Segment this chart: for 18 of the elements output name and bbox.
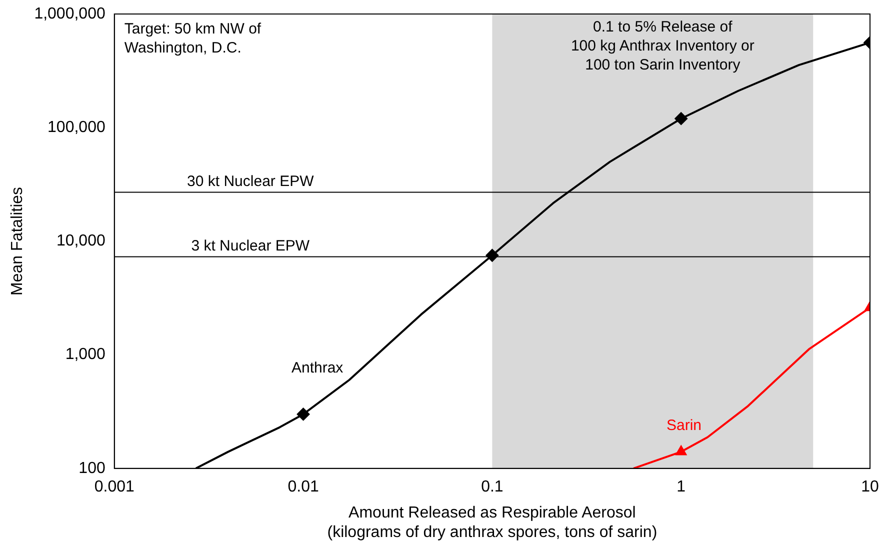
- y-tick-label: 1,000: [65, 346, 106, 364]
- y-axis-title: Mean Fatalities: [9, 186, 26, 296]
- y-tick-label: 100: [78, 460, 106, 477]
- series-label: Anthrax: [291, 360, 344, 377]
- x-tick-label: 0.001: [94, 478, 134, 496]
- y-tick-label: 1,000,000: [34, 5, 106, 22]
- ref-line-label: 30 kt Nuclear EPW: [187, 172, 315, 190]
- x-tick-label: 10: [861, 478, 879, 496]
- x-tick-label: 1: [676, 478, 686, 496]
- x-tick-label: 0.1: [481, 478, 504, 496]
- band-label: 0.1 to 5% Release of 100 kg Anthrax Inventory or 100 ton Sarin Inventory: [570, 18, 754, 74]
- ref-line-label: 3 kt Nuclear EPW: [191, 237, 310, 254]
- x-tick-label: 0.01: [288, 478, 319, 496]
- y-tick-label: 100,000: [48, 119, 106, 136]
- annotation: Target: 50 km NW of Washington, D.C.: [124, 20, 262, 57]
- y-tick-label: 10,000: [56, 232, 106, 250]
- x-axis-title: Amount Released as Respirable Aerosol (kilograms of dry anthrax spores, tons of sarin): [327, 504, 658, 541]
- series-label: Sarin: [666, 416, 702, 434]
